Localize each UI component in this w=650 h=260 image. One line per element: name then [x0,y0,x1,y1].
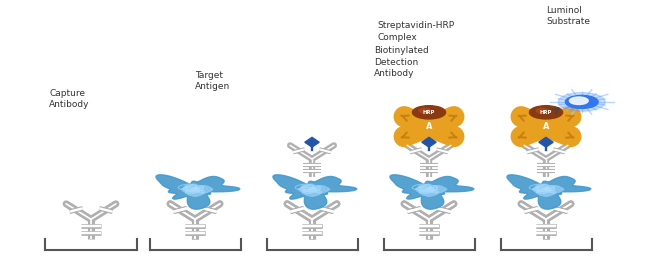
Polygon shape [507,175,591,209]
Text: Target
Antigen: Target Antigen [195,70,230,91]
Text: Capture
Antibody: Capture Antibody [49,89,90,109]
Text: HRP: HRP [422,110,436,115]
Text: Biotinylated
Detection
Antibody: Biotinylated Detection Antibody [374,46,429,78]
Circle shape [566,95,598,108]
Circle shape [569,97,588,105]
Circle shape [412,106,445,119]
Polygon shape [422,137,436,147]
Circle shape [536,108,548,113]
Text: A: A [426,122,432,131]
Text: Luminol
Substrate: Luminol Substrate [546,5,590,26]
Circle shape [529,106,563,119]
Text: HRP: HRP [540,110,552,115]
Polygon shape [156,175,240,209]
Text: A: A [543,122,549,131]
Text: Streptavidin-HRP
Complex: Streptavidin-HRP Complex [377,21,454,42]
Polygon shape [539,137,553,147]
Circle shape [419,108,431,113]
Polygon shape [305,137,319,147]
Polygon shape [273,175,357,209]
Circle shape [558,93,605,111]
Polygon shape [390,175,474,209]
